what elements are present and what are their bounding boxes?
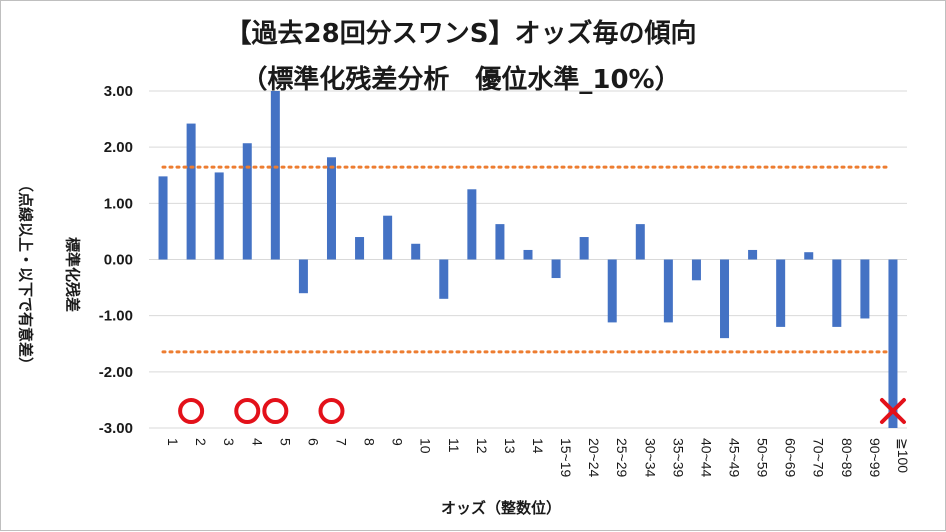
bar [579,237,589,260]
y-tick-label: -1.00 [99,308,133,325]
bar [635,224,645,260]
x-tick-label: 45~49 [727,438,743,478]
x-tick-label: 1 [165,438,181,446]
bar [242,143,252,260]
x-tick-label: 40~44 [698,438,714,478]
bar [383,215,393,260]
bar [270,91,280,260]
bar [776,259,786,327]
bar [186,123,196,260]
y-tick-label: -2.00 [99,364,133,381]
y-tick-label: 1.00 [104,195,133,212]
x-tick-label: 50~59 [755,438,771,478]
bar [720,259,730,339]
x-tick-label: 13 [502,438,518,454]
bar [298,259,308,294]
bar [832,259,842,327]
circle-marker [234,398,261,424]
x-tick-label: 3 [221,438,237,446]
bar [355,237,365,260]
x-tick-label: 15~19 [558,438,574,478]
x-tick-label: 35~39 [670,438,686,478]
x-axis-label: オッズ（整数位） [440,499,561,517]
bar [326,157,336,260]
x-tick-label: 9 [390,438,406,446]
cross-stroke [879,398,906,424]
y-tick-label: 3.00 [104,83,133,100]
bar [551,259,561,279]
x-tick-label: 12 [474,438,490,454]
x-tick-label: 25~29 [614,438,630,478]
x-tick-label: 20~24 [586,438,602,478]
x-tick-label: 10 [418,438,434,454]
circle-marker [262,398,289,424]
x-tick-label: 14 [530,438,546,454]
chart-subtitle: （標準化残差分析 優位水準_10%） [241,65,681,95]
bar [860,259,870,319]
y-tick-label: 2.00 [104,139,133,156]
x-tick-label: 7 [333,438,349,446]
x-tick-label: 11 [446,438,462,453]
cross-marker [879,398,906,424]
x-tick-label: 30~34 [642,438,658,478]
x-tick-label: 80~89 [839,438,855,478]
bar [439,259,449,299]
bar [804,252,814,260]
bar [411,243,421,260]
x-tick-label: 2 [193,438,209,446]
x-tick-label: 70~79 [811,438,827,478]
bar [523,249,533,260]
bar [607,259,617,323]
bar [691,259,701,281]
bar [663,259,673,323]
bar [495,224,505,260]
x-tick-label: 90~99 [867,438,883,478]
x-tick-label: 6 [305,438,321,446]
x-tick-label: 60~69 [783,438,799,478]
bar [888,259,898,428]
y-tick-label: -3.00 [99,420,133,437]
x-tick-label: ≧100 [895,438,911,473]
bar [214,172,224,260]
x-tick-label: 4 [249,438,265,446]
bar [467,189,477,260]
circle-marker [318,398,345,424]
bar [748,249,758,260]
bar [158,176,168,260]
chart-title: 【過去28回分スワンS】オッズ毎の傾向 [225,19,697,49]
x-tick-label: 5 [277,438,293,446]
x-tick-label: 8 [362,438,378,446]
circle-marker [178,398,205,424]
y-tick-label: 0.00 [104,252,133,269]
